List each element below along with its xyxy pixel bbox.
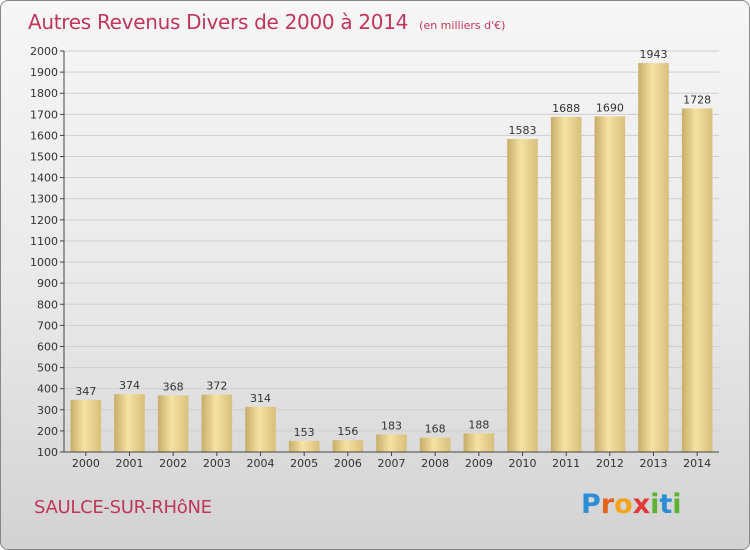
y-tick-label: 2000 [30,45,58,58]
x-tick-labels: 2000 2001 2002 2003 2004 2005 2006 2007 2008 2009… [72,452,711,470]
bar [463,433,495,452]
bar [550,116,582,452]
value-labels: 347 374 368 372 314 153 156 183 168 188 1583 1688 16… [75,48,711,439]
y-tick-label: 1100 [30,235,58,248]
bar [288,440,320,452]
bar [507,139,538,452]
y-tick-label: 800 [37,298,58,311]
x-tick-label: 2007 [378,457,406,470]
y-tick-label: 1900 [30,66,58,79]
proxiti-logo: Proxiti [581,489,682,520]
data-label: 183 [381,419,402,432]
x-tick-label: 2001 [116,457,144,470]
bar [157,395,189,452]
x-tick-label: 2011 [552,457,580,470]
x-tick-label: 2009 [465,457,493,470]
chart-title-block: Autres Revenus Divers de 2000 à 2014 (en… [28,10,505,34]
place-name: SAULCE-SUR-RHôNE [34,497,212,518]
data-label: 372 [206,380,227,393]
y-tick-label: 1800 [30,87,58,100]
x-tick-label: 2010 [509,457,537,470]
data-label: 1688 [552,102,580,115]
y-tick-label: 1200 [30,214,58,227]
bar [594,116,626,452]
bar [114,394,145,452]
y-tick-label: 400 [37,383,58,396]
bar [201,394,233,452]
bar [638,63,669,452]
chart-subtitle: (en milliers d'€) [419,19,506,32]
y-tick-labels: 100 200 300 400 500 600 700 800 900 1000 1100 1200 1… [30,45,58,459]
bar [70,399,102,452]
y-tick-label: 1500 [30,151,58,164]
y-tick-label: 700 [37,319,58,332]
data-label: 188 [468,418,489,431]
data-label: 1690 [596,101,624,114]
chart-title: Autres Revenus Divers de 2000 à 2014 [28,10,409,34]
bars [70,63,713,453]
x-tick-label: 2014 [683,457,711,470]
bar [332,440,364,452]
x-tick-label: 2006 [334,457,362,470]
y-tick-label: 200 [37,425,58,438]
data-label: 1943 [640,48,668,61]
y-tick-label: 1400 [30,172,58,185]
bar [419,437,451,452]
data-label: 347 [75,385,96,398]
y-tick-label: 900 [37,277,58,290]
x-tick-label: 2012 [596,457,624,470]
y-tick-label: 1300 [30,193,58,206]
y-tick-label: 1000 [30,256,58,269]
y-tick-label: 100 [37,446,58,459]
data-label: 156 [337,425,358,438]
bar [681,108,713,453]
data-label: 1583 [509,124,537,137]
x-tick-label: 2003 [203,457,231,470]
y-tick-label: 1600 [30,129,58,142]
data-label: 168 [425,423,446,436]
bar [376,434,407,452]
y-tick-label: 600 [37,340,58,353]
y-tick-label: 300 [37,404,58,417]
y-tick-label: 1700 [30,108,58,121]
x-tick-label: 2002 [159,457,187,470]
x-tick-label: 2000 [72,457,100,470]
y-tick-label: 500 [37,362,58,375]
bar [245,406,276,452]
x-tick-label: 2004 [247,457,275,470]
data-label: 374 [119,379,140,392]
x-tick-label: 2013 [640,457,668,470]
data-label: 1728 [683,93,711,106]
data-label: 368 [163,380,184,393]
x-tick-label: 2005 [290,457,318,470]
data-label: 153 [294,426,315,439]
data-label: 314 [250,392,271,405]
x-tick-label: 2008 [421,457,449,470]
